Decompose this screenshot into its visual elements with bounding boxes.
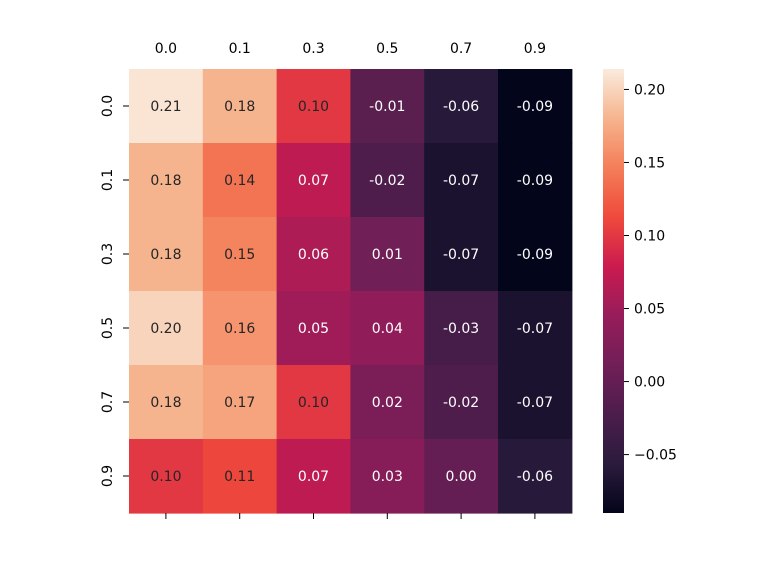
cell-value-label: 0.05 [298, 321, 329, 337]
cell-value-label: 0.17 [224, 395, 255, 411]
cell-value-label: -0.03 [443, 321, 479, 337]
heatmap-cell [498, 143, 573, 218]
cell-value-label: -0.09 [517, 247, 553, 263]
heatmap-cell [276, 143, 351, 218]
cell-value-label: 0.04 [372, 321, 403, 337]
cell-value-label: -0.02 [443, 395, 479, 411]
cell-value-label: 0.18 [150, 247, 181, 263]
heatmap-cell [129, 143, 204, 218]
y-tick-label: 0.9 [100, 465, 116, 487]
x-axis-bottom-ticks [165, 513, 536, 519]
cell-value-label: -0.07 [443, 173, 479, 189]
heatmap-cell [129, 217, 204, 292]
heatmap-cell [276, 69, 351, 144]
heatmap-cell [202, 143, 278, 218]
cell-value-label: 0.18 [224, 99, 255, 115]
colorbar-ticks: 0.20 0.15 0.10 0.05 0.00 −0.05 [624, 82, 677, 464]
cell-value-label: 0.00 [446, 469, 477, 485]
cell-value-label: 0.18 [150, 395, 181, 411]
colorbar-tick-label: 0.00 [634, 375, 665, 391]
cell-value-label: 0.01 [372, 247, 403, 263]
y-axis-tick-labels: 0.0 0.1 0.3 0.5 0.7 0.9 [100, 95, 116, 487]
heatmap-cell [350, 69, 425, 144]
x-tick-label: 0.1 [229, 41, 251, 57]
heatmap-cell [276, 217, 351, 292]
heatmap-cell [129, 291, 204, 366]
y-tick-label: 0.0 [100, 95, 116, 117]
colorbar-tick-label: 0.15 [634, 155, 665, 171]
heatmap-cells [129, 69, 573, 514]
heatmap-cell [350, 291, 425, 366]
heatmap-cell [350, 143, 425, 218]
heatmap-cell [424, 365, 499, 440]
heatmap-cell [498, 365, 573, 440]
cell-value-label: 0.07 [298, 173, 329, 189]
x-tick-label: 0.5 [376, 41, 398, 57]
y-tick-label: 0.7 [100, 391, 116, 413]
y-tick-label: 0.5 [100, 317, 116, 339]
cell-value-label: 0.15 [224, 247, 255, 263]
cell-value-label: 0.06 [298, 247, 329, 263]
cell-value-label: -0.02 [369, 173, 405, 189]
heatmap-cell [424, 217, 499, 292]
cell-value-label: -0.07 [517, 321, 553, 337]
cell-value-label: 0.18 [150, 173, 181, 189]
x-tick-label: 0.3 [302, 41, 324, 57]
heatmap-cell [202, 439, 278, 514]
cell-value-label: 0.10 [150, 469, 181, 485]
heatmap-cell [498, 217, 573, 292]
colorbar-tick-label: 0.20 [634, 82, 665, 98]
heatmap-cell [202, 291, 278, 366]
heatmap-cell [276, 291, 351, 366]
colorbar-tick-label: 0.05 [634, 302, 665, 318]
heatmap-cell [276, 439, 351, 514]
heatmap-cell [276, 365, 351, 440]
cell-value-label: -0.09 [517, 99, 553, 115]
heatmap-cell [202, 217, 278, 292]
heatmap-cell [424, 69, 499, 144]
cell-value-label: -0.07 [517, 395, 553, 411]
colorbar-tick-label: −0.05 [634, 448, 677, 464]
x-axis-tick-labels: 0.0 0.1 0.3 0.5 0.7 0.9 [155, 41, 546, 57]
x-tick-label: 0.9 [524, 41, 546, 57]
heatmap-cell [202, 69, 278, 144]
x-tick-label: 0.7 [450, 41, 472, 57]
y-tick-label: 0.3 [100, 243, 116, 265]
y-axis-ticks [123, 105, 129, 477]
heatmap-cell [498, 439, 573, 514]
cell-value-label: -0.09 [517, 173, 553, 189]
heatmap-cell [129, 365, 204, 440]
heatmap-cell [129, 69, 204, 144]
cell-value-label: 0.03 [372, 469, 403, 485]
heatmap-cell [424, 439, 499, 514]
heatmap-cell [498, 69, 573, 144]
colorbar-tick-label: 0.10 [634, 229, 665, 245]
cell-value-label: 0.07 [298, 469, 329, 485]
heatmap-cell [424, 291, 499, 366]
heatmap-cell-labels: 0.21 0.18 0.10 -0.01 -0.06 -0.09 0.18 0.14 0.07 -… [150, 99, 553, 485]
y-tick-label: 0.1 [100, 169, 116, 191]
cell-value-label: 0.10 [298, 395, 329, 411]
heatmap-cell [350, 217, 425, 292]
cell-value-label: 0.20 [150, 321, 181, 337]
cell-value-label: 0.21 [150, 99, 181, 115]
heatmap-cell [350, 365, 425, 440]
x-tick-label: 0.0 [155, 41, 177, 57]
cell-value-label: 0.11 [224, 469, 255, 485]
cell-value-label: 0.10 [298, 99, 329, 115]
cell-value-label: -0.06 [517, 469, 553, 485]
heatmap-cell [350, 439, 425, 514]
cell-value-label: 0.16 [224, 321, 255, 337]
cell-value-label: -0.01 [369, 99, 405, 115]
cell-value-label: 0.14 [224, 173, 255, 189]
colorbar [603, 69, 624, 513]
cell-value-label: -0.06 [443, 99, 479, 115]
heatmap-cell [129, 439, 204, 514]
cell-value-label: -0.07 [443, 247, 479, 263]
heatmap-cell [424, 143, 499, 218]
cell-value-label: 0.02 [372, 395, 403, 411]
heatmap-cell [202, 365, 278, 440]
heatmap-cell [498, 291, 573, 366]
